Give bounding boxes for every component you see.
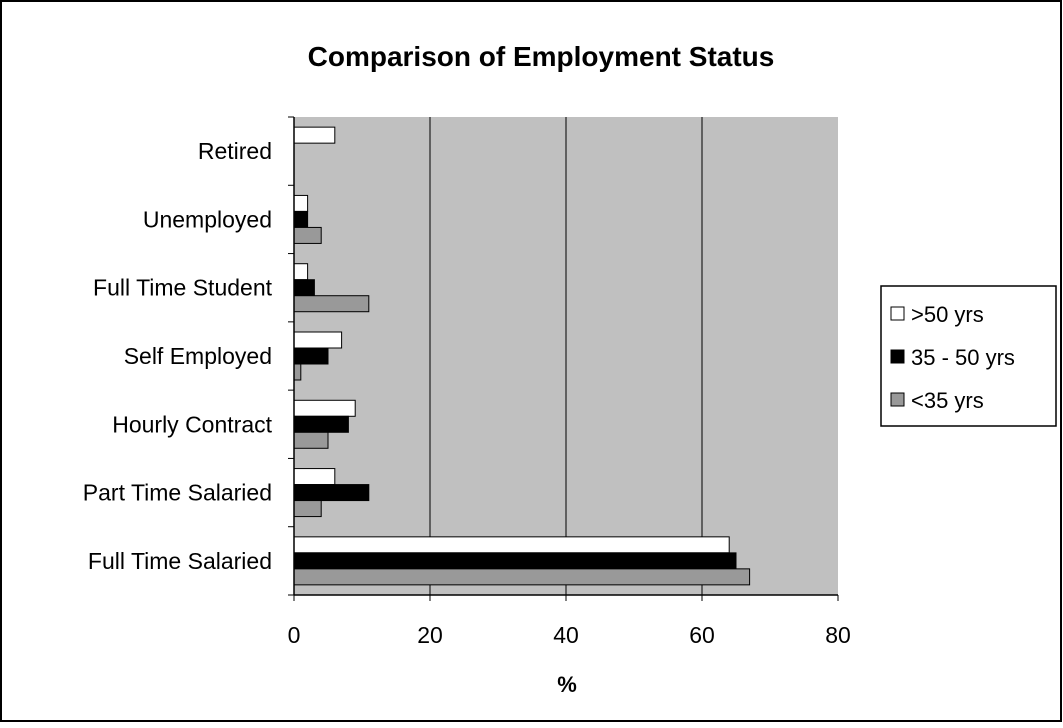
x-tick-label: 40 xyxy=(553,622,579,648)
bar xyxy=(293,295,370,313)
legend-label: >50 yrs xyxy=(911,302,984,327)
category-label: Self Employed xyxy=(124,343,272,369)
legend-box xyxy=(880,285,1057,427)
bar xyxy=(293,279,315,297)
bar xyxy=(293,210,309,228)
x-tick-label: 20 xyxy=(417,622,443,648)
category-label: Hourly Contract xyxy=(112,411,272,437)
bar xyxy=(293,500,322,518)
legend-swatch xyxy=(890,392,905,407)
bar xyxy=(293,431,329,449)
category-label: Retired xyxy=(198,138,272,164)
category-label: Part Time Salaried xyxy=(83,480,272,506)
bar xyxy=(293,399,356,417)
bar xyxy=(293,363,302,381)
x-tick-label: 80 xyxy=(825,622,851,648)
legend-label: 35 - 50 yrs xyxy=(911,345,1015,370)
x-axis-label: % xyxy=(557,672,577,697)
bar xyxy=(293,484,370,502)
bar xyxy=(293,468,336,486)
bars xyxy=(293,126,751,586)
category-labels: Full Time Salaried Part Time Salaried Hour… xyxy=(83,138,273,574)
bar xyxy=(293,226,322,244)
x-tick-label: 0 xyxy=(288,622,301,648)
category-label: Unemployed xyxy=(143,206,272,232)
category-label: Full Time Salaried xyxy=(88,548,272,574)
legend-swatch xyxy=(890,349,905,364)
x-tick-labels: 0 20 40 60 80 xyxy=(288,622,851,648)
bar xyxy=(293,126,336,144)
x-tick-label: 60 xyxy=(689,622,715,648)
bar xyxy=(293,536,730,554)
bar xyxy=(293,331,343,349)
legend-label: <35 yrs xyxy=(911,388,984,413)
bar xyxy=(293,552,737,570)
bar xyxy=(293,415,349,433)
bar xyxy=(293,263,309,281)
category-label: Full Time Student xyxy=(93,275,273,301)
bar xyxy=(293,194,309,212)
bar xyxy=(293,568,751,586)
legend: >50 yrs 35 - 50 yrs <35 yrs xyxy=(880,285,1057,427)
bar xyxy=(293,347,329,365)
axes xyxy=(288,116,839,601)
gridlines xyxy=(429,117,703,595)
legend-swatch xyxy=(890,306,905,321)
chart-title: Comparison of Employment Status xyxy=(308,41,775,72)
